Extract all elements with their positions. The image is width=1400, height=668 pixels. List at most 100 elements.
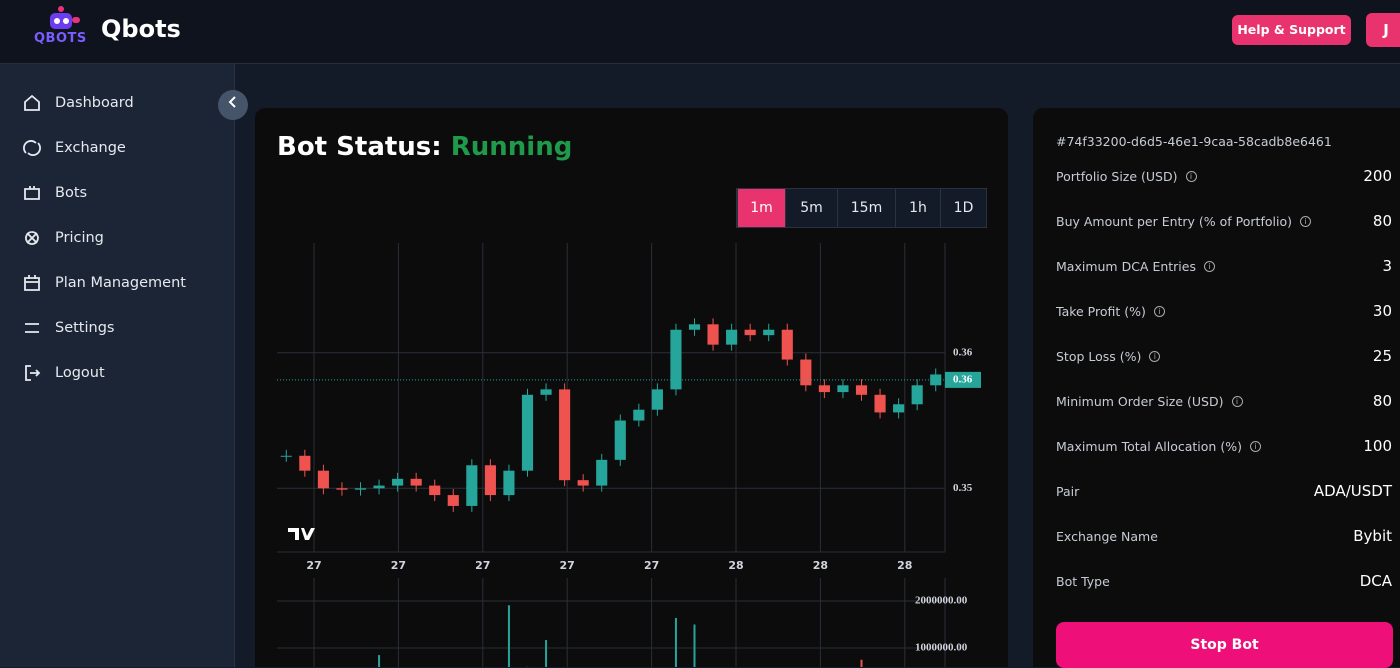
detail-value: 30 [1373, 302, 1392, 320]
info-icon: i [1186, 171, 1197, 182]
detail-row: Portfolio Size (USD) i 200 [1056, 164, 1392, 188]
x-tick-label: 27 [391, 559, 406, 572]
detail-label: Portfolio Size (USD) [1056, 169, 1178, 184]
nav-label: Plan Management [55, 275, 186, 291]
nav-label: Exchange [55, 140, 126, 156]
candle [763, 330, 774, 335]
detail-label: Exchange Name [1056, 529, 1158, 544]
detail-value: 3 [1382, 257, 1392, 275]
detail-label: Maximum Total Allocation (%) [1056, 439, 1242, 454]
detail-label: Pair [1056, 484, 1079, 499]
icon-path [25, 186, 39, 199]
detail-row: Stop Loss (%) i 25 [1056, 344, 1392, 368]
candle [392, 479, 403, 486]
candle [448, 495, 459, 506]
candle [466, 465, 477, 506]
detail-value: 100 [1363, 437, 1392, 455]
info-icon: i [1204, 261, 1215, 272]
detail-row: Maximum DCA Entries i 3 [1056, 254, 1392, 278]
candle [782, 330, 793, 360]
avatar[interactable]: J [1366, 13, 1400, 47]
x-tick-label: 27 [475, 559, 490, 572]
y-tick-label: 1000000.00 [915, 642, 968, 654]
info-icon: i [1149, 351, 1160, 362]
nav-icon [22, 273, 42, 293]
candle [596, 460, 607, 486]
candle [299, 456, 310, 471]
nav-item[interactable]: Dashboard [22, 93, 134, 113]
candle [912, 385, 923, 404]
nav-item[interactable]: Exchange [22, 138, 126, 158]
candle [652, 389, 663, 409]
candle [837, 385, 848, 392]
icon-path [25, 324, 39, 332]
candle [745, 330, 756, 335]
candle [615, 421, 626, 460]
sidebar: Dashboard Exchange Bots Pricing Plan Managem… [0, 64, 235, 667]
x-tick-label: 27 [306, 559, 321, 572]
nav-label: Settings [55, 320, 114, 336]
candle [893, 404, 904, 412]
volume-bar [378, 655, 380, 667]
tv-logo [288, 528, 315, 540]
y-tick-label: 0.35 [953, 482, 973, 494]
icon-path [26, 366, 39, 380]
candle [707, 324, 718, 344]
header: QBOTS Qbots Help & Support J [0, 0, 1400, 64]
x-tick-label: 27 [560, 559, 575, 572]
candle [856, 385, 867, 394]
candle [819, 385, 830, 392]
stop-button[interactable]: Stop Bot [1056, 622, 1393, 668]
candle [670, 330, 681, 390]
nav-item[interactable]: Settings [22, 318, 114, 338]
detail-label: Bot Type [1056, 574, 1110, 589]
nav-icon [22, 363, 42, 383]
nav-label: Logout [55, 365, 105, 381]
candle [355, 488, 366, 489]
candle [800, 360, 811, 386]
nav-label: Pricing [55, 230, 104, 246]
collapse-button[interactable] [218, 90, 248, 120]
candle [633, 410, 644, 421]
info-icon: i [1154, 306, 1165, 317]
x-tick-label: 28 [813, 559, 828, 572]
nav-item[interactable]: Plan Management [22, 273, 186, 293]
detail-value: 25 [1373, 347, 1392, 365]
volume-bar [694, 625, 696, 667]
nav-label: Dashboard [55, 95, 134, 111]
detail-label: Stop Loss (%) [1056, 349, 1141, 364]
y-tick-label: 2000000.00 [915, 595, 968, 607]
nav-icon [22, 138, 42, 158]
nav-item[interactable]: Logout [22, 363, 105, 383]
help-button[interactable]: Help & Support [1232, 15, 1351, 45]
candle [726, 330, 737, 345]
detail-label: Minimum Order Size (USD) [1056, 394, 1224, 409]
icon-path [26, 232, 38, 244]
current-price-label: 0.36 [953, 373, 973, 385]
volume-bar [508, 605, 510, 667]
candle [522, 395, 533, 471]
nav-item[interactable]: Bots [22, 183, 87, 203]
detail-label: Take Profit (%) [1056, 304, 1146, 319]
icon-path [24, 141, 40, 155]
candle [281, 456, 292, 457]
x-tick-label: 28 [897, 559, 912, 572]
detail-value: 200 [1363, 167, 1392, 185]
y-tick-label: 0.36 [953, 346, 973, 358]
nav-item[interactable]: Pricing [22, 228, 104, 248]
candle [336, 488, 347, 489]
info-icon: i [1300, 216, 1311, 227]
nav-icon [22, 93, 42, 113]
nav-icon [22, 318, 42, 338]
candle [578, 480, 589, 485]
detail-label: Maximum DCA Entries [1056, 259, 1196, 274]
nav-icon [22, 183, 42, 203]
x-tick-label: 27 [644, 559, 659, 572]
detail-row: Take Profit (%) i 30 [1056, 299, 1392, 323]
